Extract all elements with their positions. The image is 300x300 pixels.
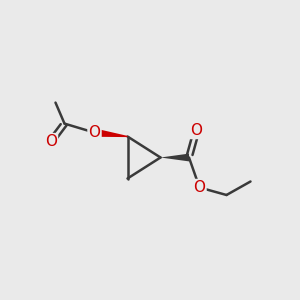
Text: O: O [88,125,101,140]
Text: O: O [194,180,206,195]
Text: O: O [45,134,57,149]
Polygon shape [94,128,128,137]
Text: O: O [190,123,202,138]
Polygon shape [160,154,189,161]
